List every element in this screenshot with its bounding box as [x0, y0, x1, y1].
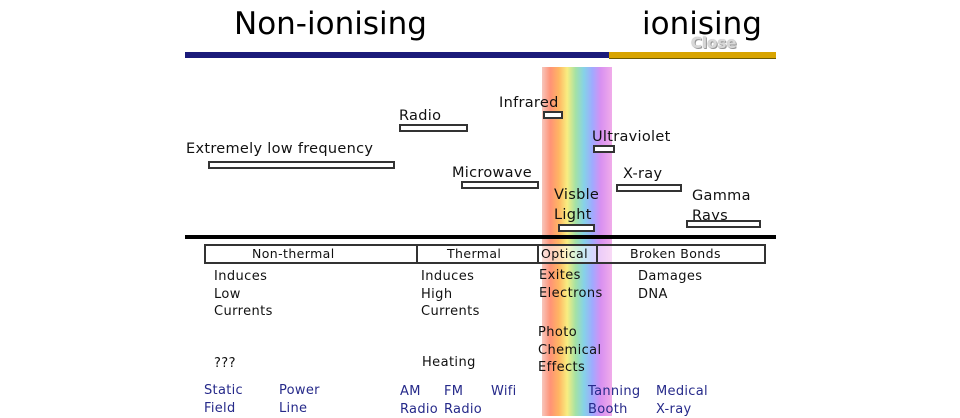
microwave-range-bar — [461, 181, 539, 189]
app-am-radio: AM Radio — [400, 384, 439, 417]
close-button[interactable]: Close — [691, 34, 737, 52]
xray-label: X-ray — [623, 166, 663, 182]
effect-induces-high-currents: Induces High Currents — [421, 269, 480, 319]
effect-excites-electrons: Exites Electrons — [539, 268, 603, 301]
visible-spectrum-band — [542, 67, 612, 416]
ionising-bar — [609, 52, 776, 59]
band-optical: Optical — [541, 246, 588, 261]
app-medical-xray: Medical X-ray — [656, 384, 708, 417]
xray-range-bar — [616, 184, 682, 192]
radio-range-bar — [399, 124, 468, 132]
infrared-range-bar — [543, 111, 563, 119]
app-power-line: Power Line — [279, 383, 320, 416]
band-broken-bonds: Broken Bonds — [630, 246, 721, 261]
visible-light-label: Visble Light — [554, 187, 600, 223]
app-wifi: Wifi — [491, 384, 517, 399]
radio-label: Radio — [399, 108, 442, 124]
band-divider — [596, 246, 598, 262]
effect-unknown: ??? — [214, 356, 236, 371]
app-static-field: Static Field — [204, 383, 243, 416]
visible-light-range-bar — [558, 224, 595, 232]
app-fm-radio: FM Radio — [444, 384, 483, 417]
elf-range-bar — [208, 161, 395, 169]
non-ionising-bar — [185, 52, 609, 58]
gamma-rays-range-bar — [686, 220, 761, 228]
band-divider — [537, 246, 539, 262]
ultraviolet-range-bar — [593, 145, 615, 153]
effect-bands — [204, 244, 766, 264]
elf-label: Extremely low frequency — [186, 141, 374, 157]
effect-induces-low-currents: Induces Low Currents — [214, 269, 273, 319]
ultraviolet-label: Ultraviolet — [592, 129, 671, 145]
infrared-label: Infrared — [499, 95, 559, 111]
band-thermal: Thermal — [447, 246, 502, 261]
app-tanning-booth: Tanning Booth — [588, 384, 641, 417]
spectrum-axis — [185, 235, 776, 239]
microwave-label: Microwave — [452, 165, 532, 181]
effect-damages-dna: Damages DNA — [638, 269, 703, 302]
ionising-title: ionising — [642, 6, 762, 42]
non-ionising-title: Non-ionising — [234, 6, 427, 42]
effect-photochemical: Photo Chemical Effects — [538, 325, 602, 375]
band-non-thermal: Non-thermal — [252, 246, 335, 261]
band-divider — [416, 246, 418, 262]
effect-heating: Heating — [422, 355, 476, 370]
